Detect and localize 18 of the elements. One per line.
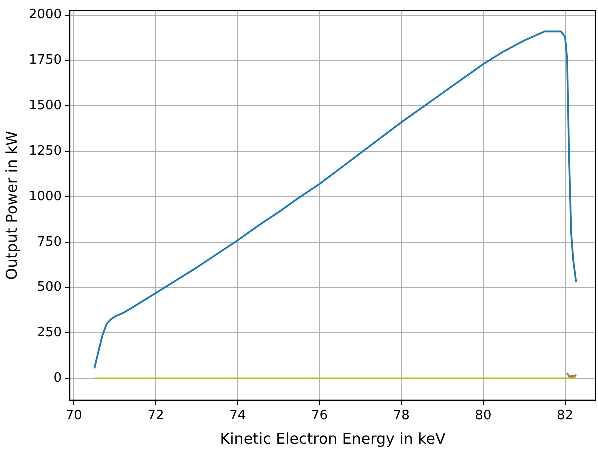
y-axis-title: Output Power in kW [2,130,21,280]
x-tick-label: 78 [393,408,410,424]
y-tick-label: 1750 [28,53,62,68]
x-tick-label: 72 [148,408,164,424]
x-axis-title: Kinetic Electron Energy in keV [220,430,447,448]
y-tick-label: 2000 [28,8,62,23]
y-tick-label: 750 [37,234,62,250]
x-tick-label: 80 [475,408,492,424]
x-tick-label: 70 [66,408,82,424]
y-tick-label: 1000 [28,189,62,204]
y-tick-label: 1500 [28,98,62,114]
x-tick-label: 76 [311,408,328,424]
x-tick-label: 82 [557,408,574,424]
x-tick-label: 74 [230,408,246,424]
y-tick-label: 250 [37,326,62,341]
y-tick-label: 0 [54,370,62,386]
y-tick-label: 1250 [28,144,62,159]
y-tick-label: 500 [37,280,62,296]
